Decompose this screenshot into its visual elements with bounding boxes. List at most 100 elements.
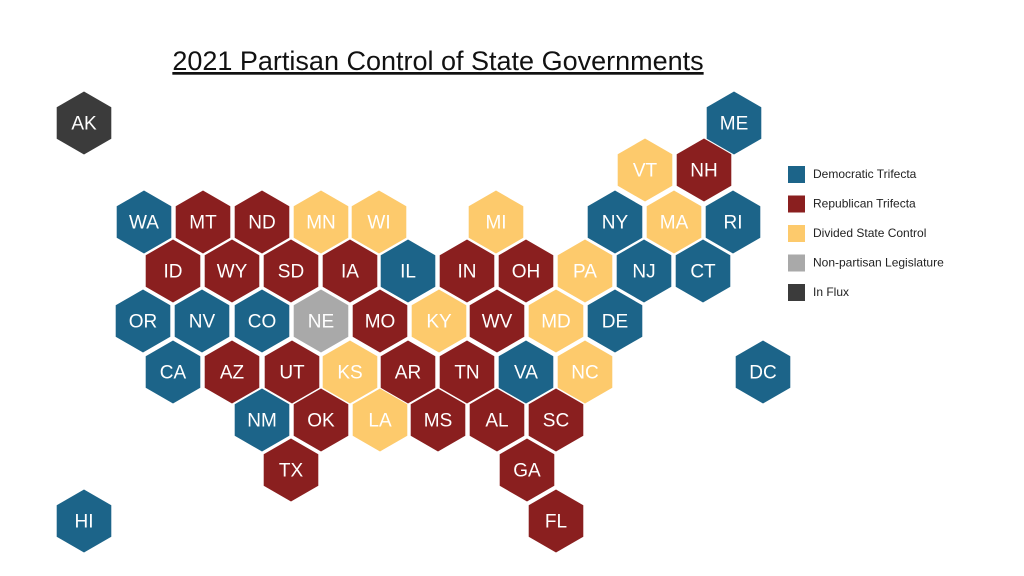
state-label: WA	[129, 213, 159, 234]
legend-label: Republican Trifecta	[813, 197, 916, 211]
state-hex	[293, 289, 349, 353]
state-hex	[56, 489, 112, 553]
state-hex	[56, 91, 112, 155]
state-label: MS	[424, 411, 453, 432]
state-hex	[469, 289, 525, 353]
state-hex	[528, 489, 584, 553]
state-hex	[204, 340, 260, 404]
legend-label: Divided State Control	[813, 226, 926, 240]
legend-swatch	[788, 254, 805, 272]
state-label: RI	[724, 213, 743, 234]
map-title: 2021 Partisan Control of State Governmen…	[172, 46, 703, 76]
state-label: WV	[482, 312, 513, 333]
state-label: WY	[217, 262, 248, 283]
state-label: ME	[720, 114, 749, 135]
state-label: KY	[426, 312, 452, 333]
state-label: OH	[512, 262, 541, 283]
state-hex	[468, 190, 524, 254]
legend-label: In Flux	[813, 285, 849, 299]
state-hex	[204, 239, 260, 303]
state-hex	[499, 438, 555, 502]
state-label: AK	[71, 114, 97, 135]
state-label: NM	[247, 411, 277, 432]
state-hex	[705, 190, 761, 254]
state-label: NY	[602, 213, 629, 234]
state-label: MD	[541, 312, 571, 333]
state-hex	[380, 340, 436, 404]
state-label: TX	[279, 461, 304, 482]
state-label: LA	[368, 411, 392, 432]
state-hex	[174, 289, 230, 353]
state-hex	[498, 239, 554, 303]
state-hex	[234, 190, 290, 254]
state-hex	[116, 190, 172, 254]
state-hex	[469, 388, 525, 452]
state-label: ID	[164, 262, 183, 283]
state-label: DC	[749, 363, 776, 384]
state-label: TN	[454, 363, 479, 384]
state-hex	[322, 239, 378, 303]
state-label: CA	[160, 363, 187, 384]
state-label: UT	[279, 363, 305, 384]
state-label: OR	[129, 312, 158, 333]
state-hex	[706, 91, 762, 155]
state-label: OK	[307, 411, 335, 432]
state-label: HI	[75, 512, 94, 533]
state-hex	[587, 190, 643, 254]
state-hex	[293, 190, 349, 254]
state-label: CT	[690, 262, 716, 283]
state-hex	[439, 239, 495, 303]
state-hex	[587, 289, 643, 353]
state-label: VT	[633, 161, 658, 182]
legend-swatch	[788, 284, 805, 301]
state-hex	[675, 239, 731, 303]
state-hex	[145, 239, 201, 303]
state-hex	[322, 340, 378, 404]
state-hex	[352, 289, 408, 353]
legend-swatch	[788, 166, 805, 183]
state-hex	[145, 340, 201, 404]
state-label: DE	[602, 312, 628, 333]
state-label: ND	[248, 213, 275, 234]
state-hex	[735, 340, 791, 404]
state-label: NH	[690, 161, 717, 182]
state-hex	[115, 289, 171, 353]
state-hex	[617, 138, 673, 202]
state-label: MI	[485, 213, 506, 234]
state-hex	[351, 190, 407, 254]
state-label: FL	[545, 512, 567, 533]
legend-label: Non-partisan Legislature	[813, 256, 944, 270]
legend-swatch	[788, 225, 805, 242]
state-label: MA	[660, 213, 689, 234]
state-label: PA	[573, 262, 597, 283]
state-hex	[528, 388, 584, 452]
state-hex	[646, 190, 702, 254]
state-label: NE	[308, 312, 334, 333]
state-label: CO	[248, 312, 277, 333]
legend-swatch	[788, 195, 805, 213]
state-label: IA	[341, 262, 359, 283]
state-hex	[498, 340, 554, 404]
state-hex	[439, 340, 495, 404]
state-label: AR	[395, 363, 421, 384]
state-label: NJ	[632, 262, 655, 283]
state-hex	[293, 388, 349, 452]
state-hex	[263, 438, 319, 502]
state-hex	[352, 388, 408, 452]
state-label: WI	[367, 213, 390, 234]
state-hex	[234, 388, 290, 452]
state-label: MO	[365, 312, 396, 333]
state-label: IL	[400, 262, 416, 283]
state-label: IN	[458, 262, 477, 283]
state-label: GA	[513, 461, 541, 482]
state-label: AL	[485, 411, 508, 432]
state-hex	[411, 289, 467, 353]
state-label: AZ	[220, 363, 245, 384]
state-label: SC	[543, 411, 569, 432]
state-hex	[557, 340, 613, 404]
state-label: MN	[306, 213, 336, 234]
state-hex	[557, 239, 613, 303]
state-hex	[175, 190, 231, 254]
state-hex	[264, 340, 320, 404]
